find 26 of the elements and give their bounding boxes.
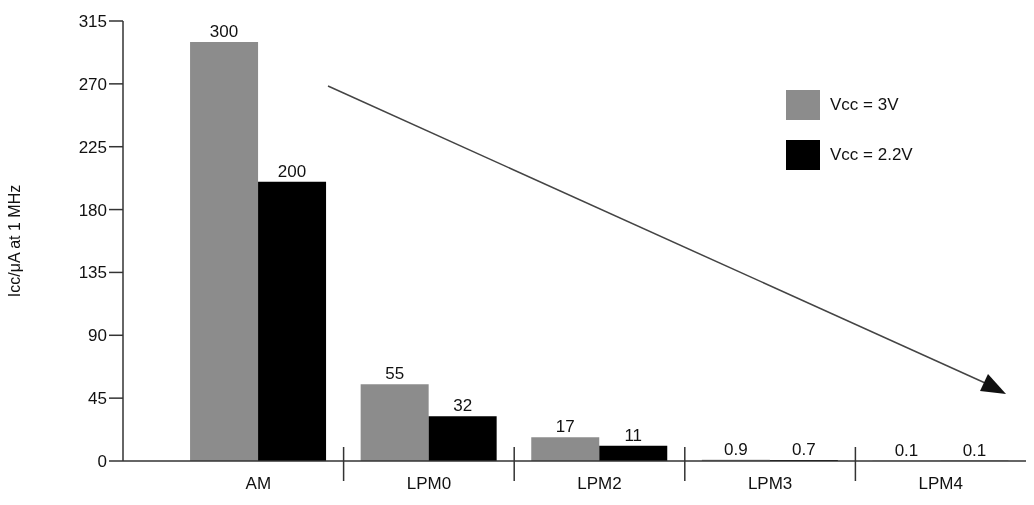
legend-label: Vcc = 3V [830, 95, 899, 115]
y-tick-label: 225 [78, 137, 107, 157]
data-label: 11 [624, 425, 643, 445]
y-tick-label: 315 [78, 12, 107, 32]
y-tick-label: 45 [88, 389, 107, 409]
y-tick-label: 270 [78, 74, 107, 94]
data-label: 300 [209, 21, 239, 41]
x-tick-label: AM [245, 474, 272, 493]
y-tick-label: 180 [78, 200, 107, 220]
legend-label: Vcc = 2.2V [830, 145, 913, 165]
data-label: 0.1 [894, 440, 919, 460]
y-tick-label: 0 [97, 452, 107, 472]
data-label: 200 [277, 161, 307, 181]
data-label: 0.1 [962, 440, 987, 460]
x-tick-label: LPM4 [918, 474, 963, 493]
data-label: 17 [555, 417, 575, 437]
data-label: 32 [453, 396, 473, 416]
y-tick-label: 135 [78, 263, 107, 283]
data-label: 0.9 [724, 439, 748, 459]
x-tick-label: LPM3 [747, 474, 793, 493]
data-label: 55 [385, 364, 405, 384]
x-tick-label: LPM2 [577, 474, 622, 493]
y-tick-label: 90 [88, 326, 107, 346]
data-label: 0.7 [792, 440, 816, 460]
x-tick-label: LPM0 [406, 474, 452, 493]
y-axis-title: Icc/μA at 1 MHz [5, 184, 23, 298]
